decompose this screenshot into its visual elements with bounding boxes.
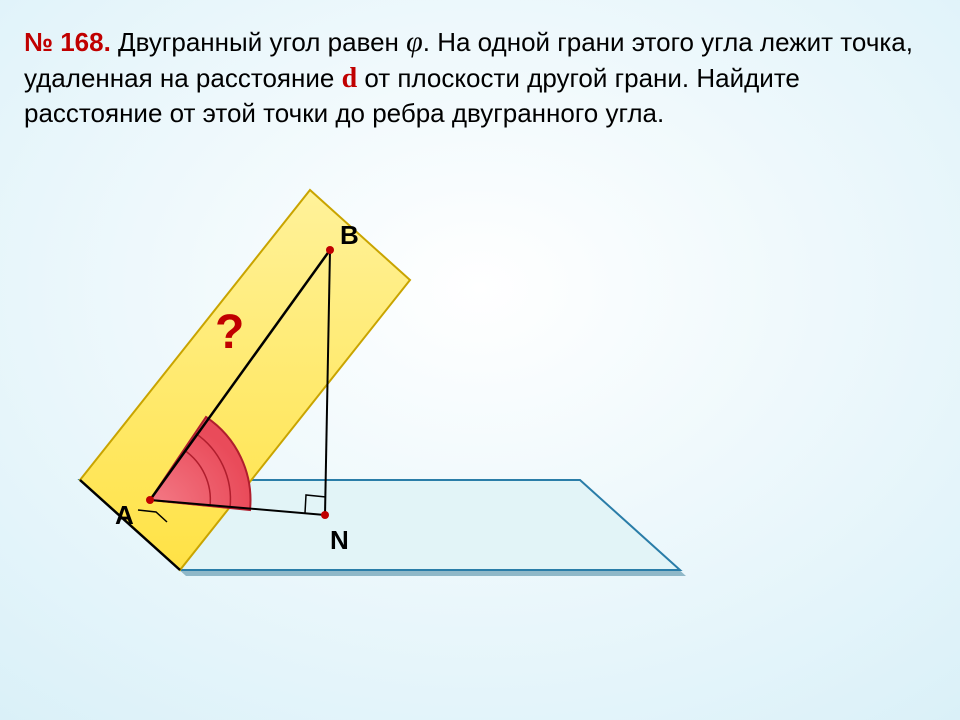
point-A xyxy=(146,496,154,504)
phi-symbol: φ xyxy=(406,25,423,58)
label-B: B xyxy=(340,220,359,251)
label-A: A xyxy=(115,500,134,531)
point-B xyxy=(326,246,334,254)
problem-number: № 168. xyxy=(24,27,111,57)
problem-statement: № 168. Двугранный угол равен φ. На одной… xyxy=(24,22,936,131)
geometry-diagram: A B N ? xyxy=(20,180,700,600)
label-N: N xyxy=(330,525,349,556)
question-mark: ? xyxy=(215,305,244,360)
point-N xyxy=(321,511,329,519)
d-variable: d xyxy=(342,63,358,94)
text-part-1: Двугранный угол равен xyxy=(118,27,406,57)
